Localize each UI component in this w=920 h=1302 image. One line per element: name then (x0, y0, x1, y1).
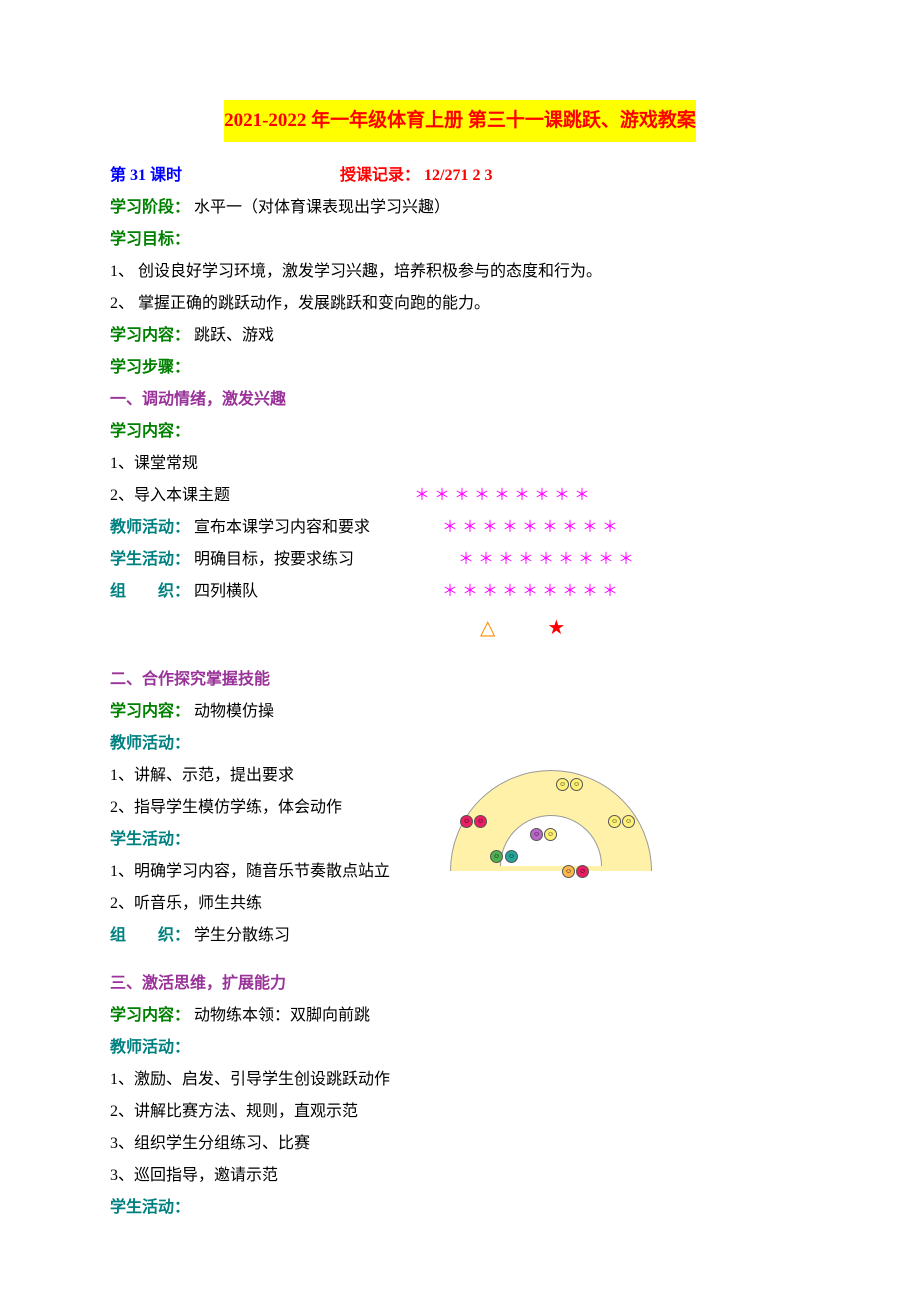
sec2-body: 1、讲解、示范，提出要求 2、指导学生模仿学练，体会动作 学生活动： 1、明确学… (110, 760, 810, 952)
content-label: 学习内容： (110, 327, 190, 344)
sec3-t3: 3、组织学生分组练习、比赛 (110, 1128, 810, 1160)
face-icon: ☺ (608, 815, 621, 828)
sec2-content-value: 动物模仿操 (194, 703, 274, 720)
sec2-content-label: 学习内容： (110, 703, 190, 720)
star-row-2: ＊＊＊＊＊＊＊＊＊ (442, 519, 622, 536)
record-label: 授课记录： (340, 167, 420, 184)
sec1-org-row: 组 织： 四列横队 ＊＊＊＊＊＊＊＊＊ (110, 576, 810, 608)
sec3-content-label: 学习内容： (110, 1007, 190, 1024)
sec2-org-label: 组 织： (110, 927, 190, 944)
sec1-heading: 一、调动情绪，激发兴趣 (110, 391, 286, 408)
sec1-item-1: 1、课堂常规 (110, 448, 810, 480)
star-row-3: ＊＊＊＊＊＊＊＊＊ (458, 551, 638, 568)
teacher-value: 宣布本课学习内容和要求 (194, 519, 370, 536)
arc-diagram: ☺☺☺☺☺☺☺☺☺☺☺☺ (430, 760, 670, 890)
sec1-teacher-row: 教师活动： 宣布本课学习内容和要求 ＊＊＊＊＊＊＊＊＊ (110, 512, 810, 544)
sec2-s1: 1、明确学习内容，随音乐节奏散点站立 (110, 856, 390, 888)
content-main: 学习内容： 跳跃、游戏 (110, 320, 810, 352)
record-value: 12/271 2 3 (424, 167, 492, 184)
face-icon: ☺ (490, 850, 503, 863)
face-icon: ☺ (570, 778, 583, 791)
stage-line: 学习阶段： 水平一（对体育课表现出学习兴趣） (110, 192, 810, 224)
sec2-t1: 1、讲解、示范，提出要求 (110, 760, 390, 792)
goals-label: 学习目标： (110, 231, 190, 248)
face-icon: ☺ (530, 828, 543, 841)
sec1-content-label: 学习内容： (110, 423, 190, 440)
sec2-student-label: 学生活动： (110, 831, 190, 848)
stage-value: 水平一（对体育课表现出学习兴趣） (194, 199, 450, 216)
sec3-student-label: 学生活动： (110, 1199, 190, 1216)
shapes-row: △ ★ (480, 608, 810, 648)
lesson-number: 第 31 课时 (110, 167, 182, 184)
sec3-content: 学习内容： 动物练本领：双脚向前跳 (110, 1000, 810, 1032)
face-icon: ☺ (460, 815, 473, 828)
arc-outer (450, 770, 652, 972)
sec2-teacher-label: 教师活动： (110, 735, 190, 752)
steps-label: 学习步骤： (110, 359, 190, 376)
sec1-item-2: 2、导入本课主题 (110, 487, 230, 504)
sec2-org: 组 织： 学生分散练习 (110, 920, 390, 952)
org-value: 四列横队 (194, 583, 258, 600)
page-title: 2021-2022 年一年级体育上册 第三十一课跳跃、游戏教案 (224, 100, 696, 142)
sec2-t2: 2、指导学生模仿学练，体会动作 (110, 792, 390, 824)
sec3-t2: 2、讲解比赛方法、规则，直观示范 (110, 1096, 810, 1128)
sec2-heading: 二、合作探究掌握技能 (110, 671, 270, 688)
sec3-teacher-label: 教师活动： (110, 1039, 190, 1056)
face-icon: ☺ (505, 850, 518, 863)
face-icon: ☺ (622, 815, 635, 828)
sec2-org-value: 学生分散练习 (194, 927, 290, 944)
star-icon: ★ (547, 617, 565, 639)
face-icon: ☺ (562, 865, 575, 878)
triangle-icon: △ (480, 617, 495, 639)
student-value: 明确目标，按要求练习 (194, 551, 354, 568)
sec1-item-2-row: 2、导入本课主题 ＊＊＊＊＊＊＊＊＊ (110, 480, 810, 512)
student-label: 学生活动： (110, 551, 190, 568)
stage-label: 学习阶段： (110, 199, 190, 216)
sec2-s2: 2、听音乐，师生共练 (110, 888, 390, 920)
sec3-heading: 三、激活思维，扩展能力 (110, 975, 286, 992)
sec1-student-row: 学生活动： 明确目标，按要求练习 ＊＊＊＊＊＊＊＊＊ (110, 544, 810, 576)
face-icon: ☺ (544, 828, 557, 841)
org-label: 组 织： (110, 583, 190, 600)
face-icon: ☺ (556, 778, 569, 791)
teacher-label: 教师活动： (110, 519, 190, 536)
star-row-4: ＊＊＊＊＊＊＊＊＊ (442, 583, 622, 600)
lesson-header: 第 31 课时 授课记录： 12/271 2 3 (110, 160, 810, 192)
star-row-1: ＊＊＊＊＊＊＊＊＊ (414, 480, 594, 512)
face-icon: ☺ (576, 865, 589, 878)
face-icon: ☺ (474, 815, 487, 828)
goal-2: 2、 掌握正确的跳跃动作，发展跳跃和变向跑的能力。 (110, 288, 810, 320)
goal-1: 1、 创设良好学习环境，激发学习兴趣，培养积极参与的态度和行为。 (110, 256, 810, 288)
sec3-content-value: 动物练本领：双脚向前跳 (194, 1007, 370, 1024)
sec2-content: 学习内容： 动物模仿操 (110, 696, 810, 728)
sec3-t4: 3、巡回指导，邀请示范 (110, 1160, 810, 1192)
sec3-t1: 1、激励、启发、引导学生创设跳跃动作 (110, 1064, 810, 1096)
content-value: 跳跃、游戏 (194, 327, 274, 344)
